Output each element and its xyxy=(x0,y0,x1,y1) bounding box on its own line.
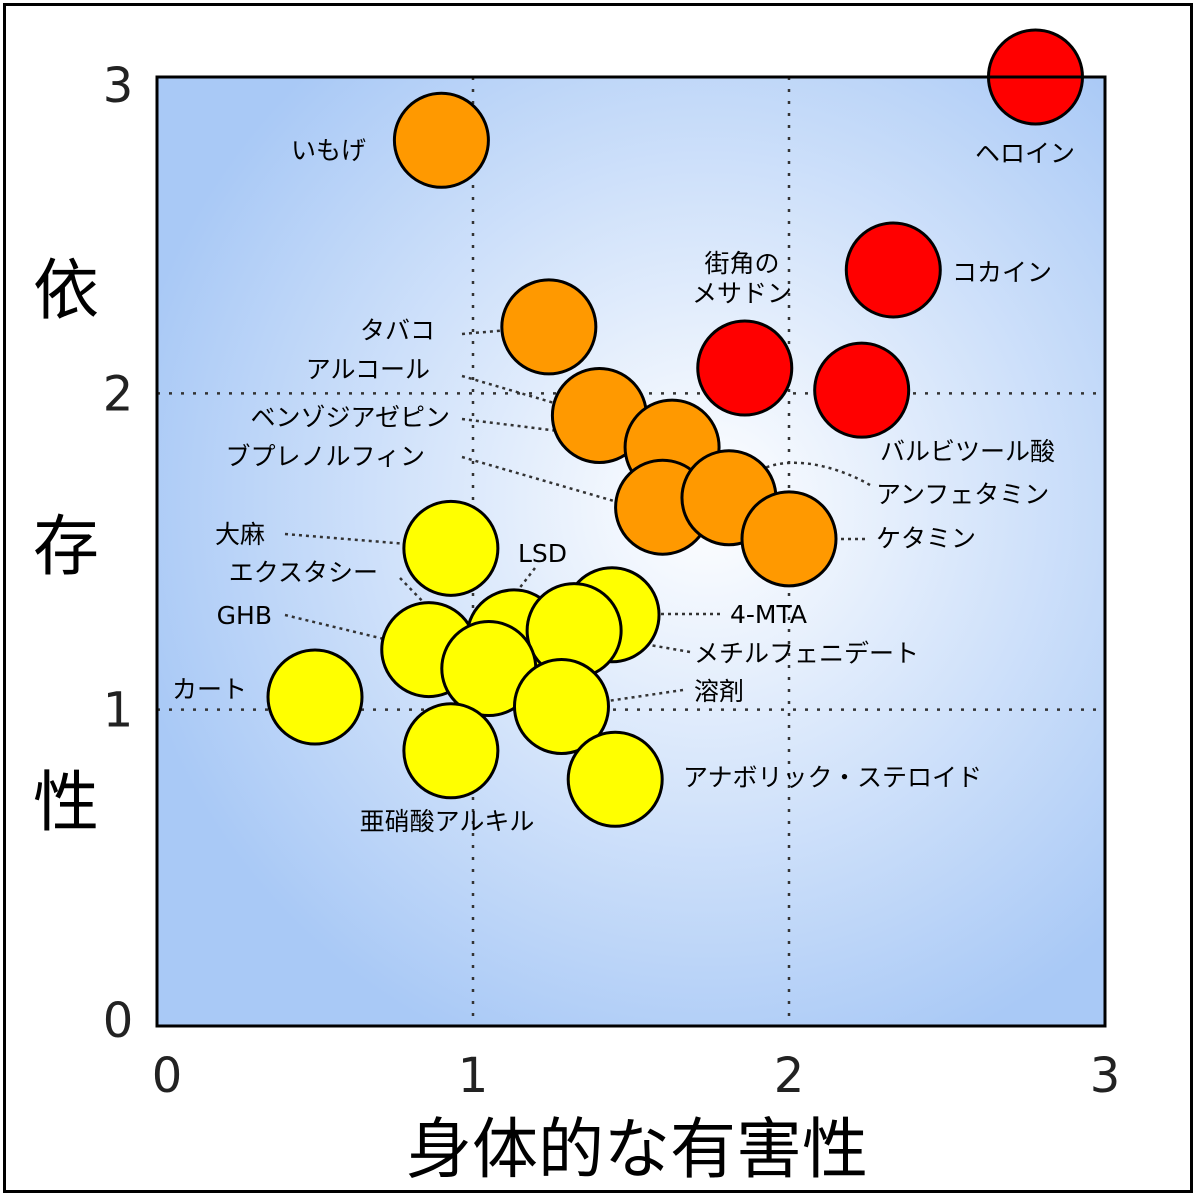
point-label: ブプレノルフィン xyxy=(225,442,425,471)
y-tick-label: 0 xyxy=(103,993,134,1049)
data-point xyxy=(740,490,838,588)
point-label: メチルフェニデート xyxy=(694,639,919,668)
point-label: GHB xyxy=(217,601,272,630)
point-label: LSD xyxy=(518,539,567,568)
point-label: アルコール xyxy=(306,355,430,384)
x-axis-label: 身体的な有害性 xyxy=(406,1111,868,1188)
point-label: アンフェタミン xyxy=(876,480,1049,509)
data-point xyxy=(512,658,610,756)
y-axis-label-char: 存 xyxy=(33,508,99,585)
y-tick-label: 1 xyxy=(103,683,134,739)
data-point xyxy=(402,499,500,597)
data-point xyxy=(402,702,500,800)
x-tick-label: 1 xyxy=(458,1048,489,1104)
x-tick-label: 2 xyxy=(774,1048,805,1104)
x-tick-label: 0 xyxy=(152,1048,183,1104)
data-point xyxy=(844,221,942,319)
y-axis-label: 依存性 xyxy=(33,252,99,841)
point-label: 大麻 xyxy=(215,520,265,549)
x-tick-label: 3 xyxy=(1090,1048,1121,1104)
y-tick-label: 3 xyxy=(103,58,134,114)
point-label: コカイン xyxy=(952,258,1052,287)
data-point xyxy=(696,319,794,417)
point-label: エクスタシー xyxy=(229,558,378,587)
leader-line xyxy=(504,567,536,608)
x-ticks: 0 1 2 3 xyxy=(152,1048,1121,1104)
point-label: タバコ xyxy=(360,316,435,345)
y-tick-label: 2 xyxy=(103,366,134,422)
y-axis-label-char: 依 xyxy=(33,252,99,329)
plot-border xyxy=(155,75,1107,1028)
data-point xyxy=(392,91,490,189)
data-point xyxy=(813,341,911,439)
point-label: カート xyxy=(172,675,247,704)
point-label: ベンゾジアゼピン xyxy=(250,403,450,432)
point-label: 溶剤 xyxy=(694,677,744,706)
point-label: ヘロイン xyxy=(975,139,1075,168)
point-label: いもげ xyxy=(291,136,366,165)
point-label: 4-MTA xyxy=(730,600,807,629)
data-point xyxy=(266,648,364,746)
data-point xyxy=(500,278,598,376)
data-points xyxy=(266,28,1084,828)
point-label: バルビツール酸 xyxy=(880,437,1055,466)
point-label: 亜硝酸アルキル xyxy=(360,807,535,836)
point-label: ケタミン xyxy=(876,524,976,553)
data-point xyxy=(566,730,664,828)
y-ticks: 0 1 2 3 xyxy=(103,58,134,1049)
plot-area xyxy=(157,77,1105,1026)
point-label: 街角のメサドン xyxy=(692,249,792,308)
point-label: アナボリック・ステロイド xyxy=(683,763,982,792)
y-axis-label-char: 性 xyxy=(33,764,99,841)
